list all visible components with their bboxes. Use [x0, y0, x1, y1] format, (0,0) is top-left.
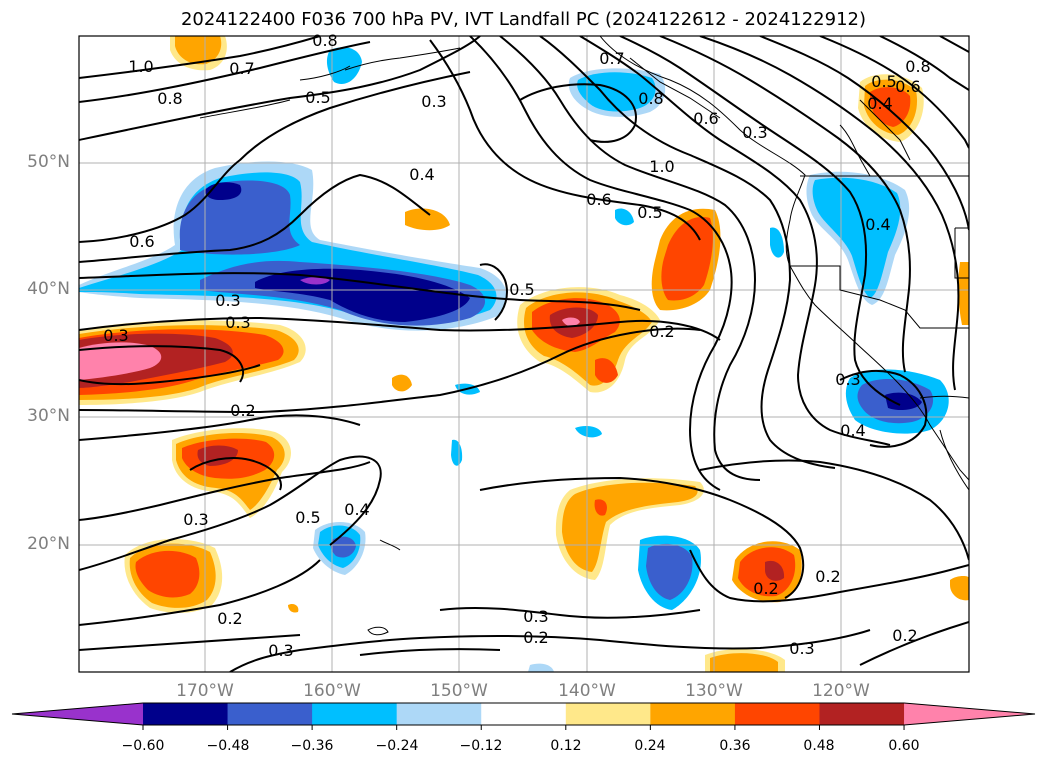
colorbar-extend-high [904, 703, 1035, 725]
lon-label-160w: 160°W [303, 681, 361, 701]
contour-label: 0.3 [268, 641, 293, 660]
colorbar-segment [734, 703, 820, 725]
pv-contours [79, 36, 969, 672]
contour-label: 1.0 [128, 57, 153, 76]
colorbar-segment [565, 703, 651, 725]
contour-label: 0.6 [129, 232, 154, 251]
contour-label: 0.5 [637, 203, 662, 222]
lon-label-150w: 150°W [430, 681, 488, 701]
pv-contour-labels: 1.0 0.8 0.7 0.8 0.5 0.3 0.7 0.8 0.6 0.3 … [103, 31, 930, 660]
contour-label: 0.3 [523, 607, 548, 626]
contour-label: 0.5 [871, 72, 896, 91]
contour-label: 0.4 [409, 165, 434, 184]
colorbar-tick-label: 0.48 [803, 738, 835, 754]
colorbar-segment [312, 703, 398, 725]
contour-label: 0.3 [789, 639, 814, 658]
contour-label: 0.2 [892, 626, 917, 645]
contour-label: 0.6 [693, 109, 718, 128]
coastlines [199, 36, 969, 636]
contour-label: 1.0 [649, 157, 674, 176]
contour-label: 0.4 [867, 94, 892, 113]
contour-label: 0.8 [312, 31, 337, 50]
colorbar-segment [650, 703, 736, 725]
contour-label: 0.7 [229, 59, 254, 78]
map-gridlines [79, 36, 969, 672]
negative-anomaly-band [79, 161, 507, 331]
colorbar-segment [396, 703, 482, 725]
contour-label: 0.2 [523, 628, 548, 647]
colorbar-tick-label: −0.24 [375, 738, 419, 754]
contour-label: 0.2 [217, 609, 242, 628]
contour-label: 0.6 [895, 77, 920, 96]
contour-label: 0.3 [835, 370, 860, 389]
lat-label-50n: 50°N [27, 152, 70, 172]
colorbar-tick-label: −0.60 [121, 738, 165, 754]
colorbar-segment [227, 703, 313, 725]
lat-label-40n: 40°N [27, 279, 70, 299]
colorbar-segment [819, 703, 905, 725]
contour-label: 0.4 [840, 421, 865, 440]
negative-anomaly-gulf [568, 68, 666, 117]
contour-label: 0.4 [865, 215, 890, 234]
map-frame [78, 35, 970, 673]
negative-anomaly-small [313, 47, 784, 672]
colorbar-segment [143, 703, 229, 725]
contour-label: 0.2 [753, 579, 778, 598]
lat-label-30n: 30°N [27, 406, 70, 426]
contour-label: 0.8 [638, 89, 663, 108]
colorbar-extend-low [12, 703, 143, 725]
colorbar-tick-label: −0.48 [206, 738, 250, 754]
lon-label-140w: 140°W [558, 681, 616, 701]
contour-label: 0.6 [586, 190, 611, 209]
contour-label: 0.3 [742, 123, 767, 142]
lon-label-120w: 120°W [812, 681, 870, 701]
contour-label: 0.8 [157, 89, 182, 108]
contour-label: 0.3 [103, 326, 128, 345]
contour-label: 0.3 [421, 92, 446, 111]
map-title: 2024122400 F036 700 hPa PV, IVT Landfall… [180, 9, 867, 30]
colorbar-tick-label: −0.12 [459, 738, 503, 754]
contour-label: 0.5 [305, 88, 330, 107]
contour-label: 0.3 [215, 291, 240, 310]
contour-label: 0.3 [225, 313, 250, 332]
positive-anomaly-central [517, 208, 721, 393]
contour-label: 0.2 [815, 567, 840, 586]
colorbar-tick-label: 0.36 [719, 738, 751, 754]
contour-label: 0.4 [344, 500, 369, 519]
contour-label: 0.8 [905, 57, 930, 76]
colorbar-tick-label: −0.36 [290, 738, 334, 754]
colorbar-segment [481, 703, 567, 725]
contour-label: 0.5 [295, 508, 320, 527]
positive-anomaly-south [124, 428, 802, 672]
colorbar [11, 702, 1036, 730]
lon-label-130w: 130°W [685, 681, 743, 701]
lat-label-20n: 20°N [27, 534, 70, 554]
contour-label: 0.2 [649, 322, 674, 341]
colorbar-tick-label: 0.24 [634, 738, 666, 754]
colorbar-tick-label: 0.60 [888, 738, 920, 754]
contour-label: 0.3 [183, 510, 208, 529]
contour-label: 0.5 [509, 280, 534, 299]
contour-label: 0.7 [599, 49, 624, 68]
colorbar-tick-label: 0.12 [550, 738, 582, 754]
contour-label: 0.2 [230, 401, 255, 420]
lon-label-170w: 170°W [176, 681, 234, 701]
